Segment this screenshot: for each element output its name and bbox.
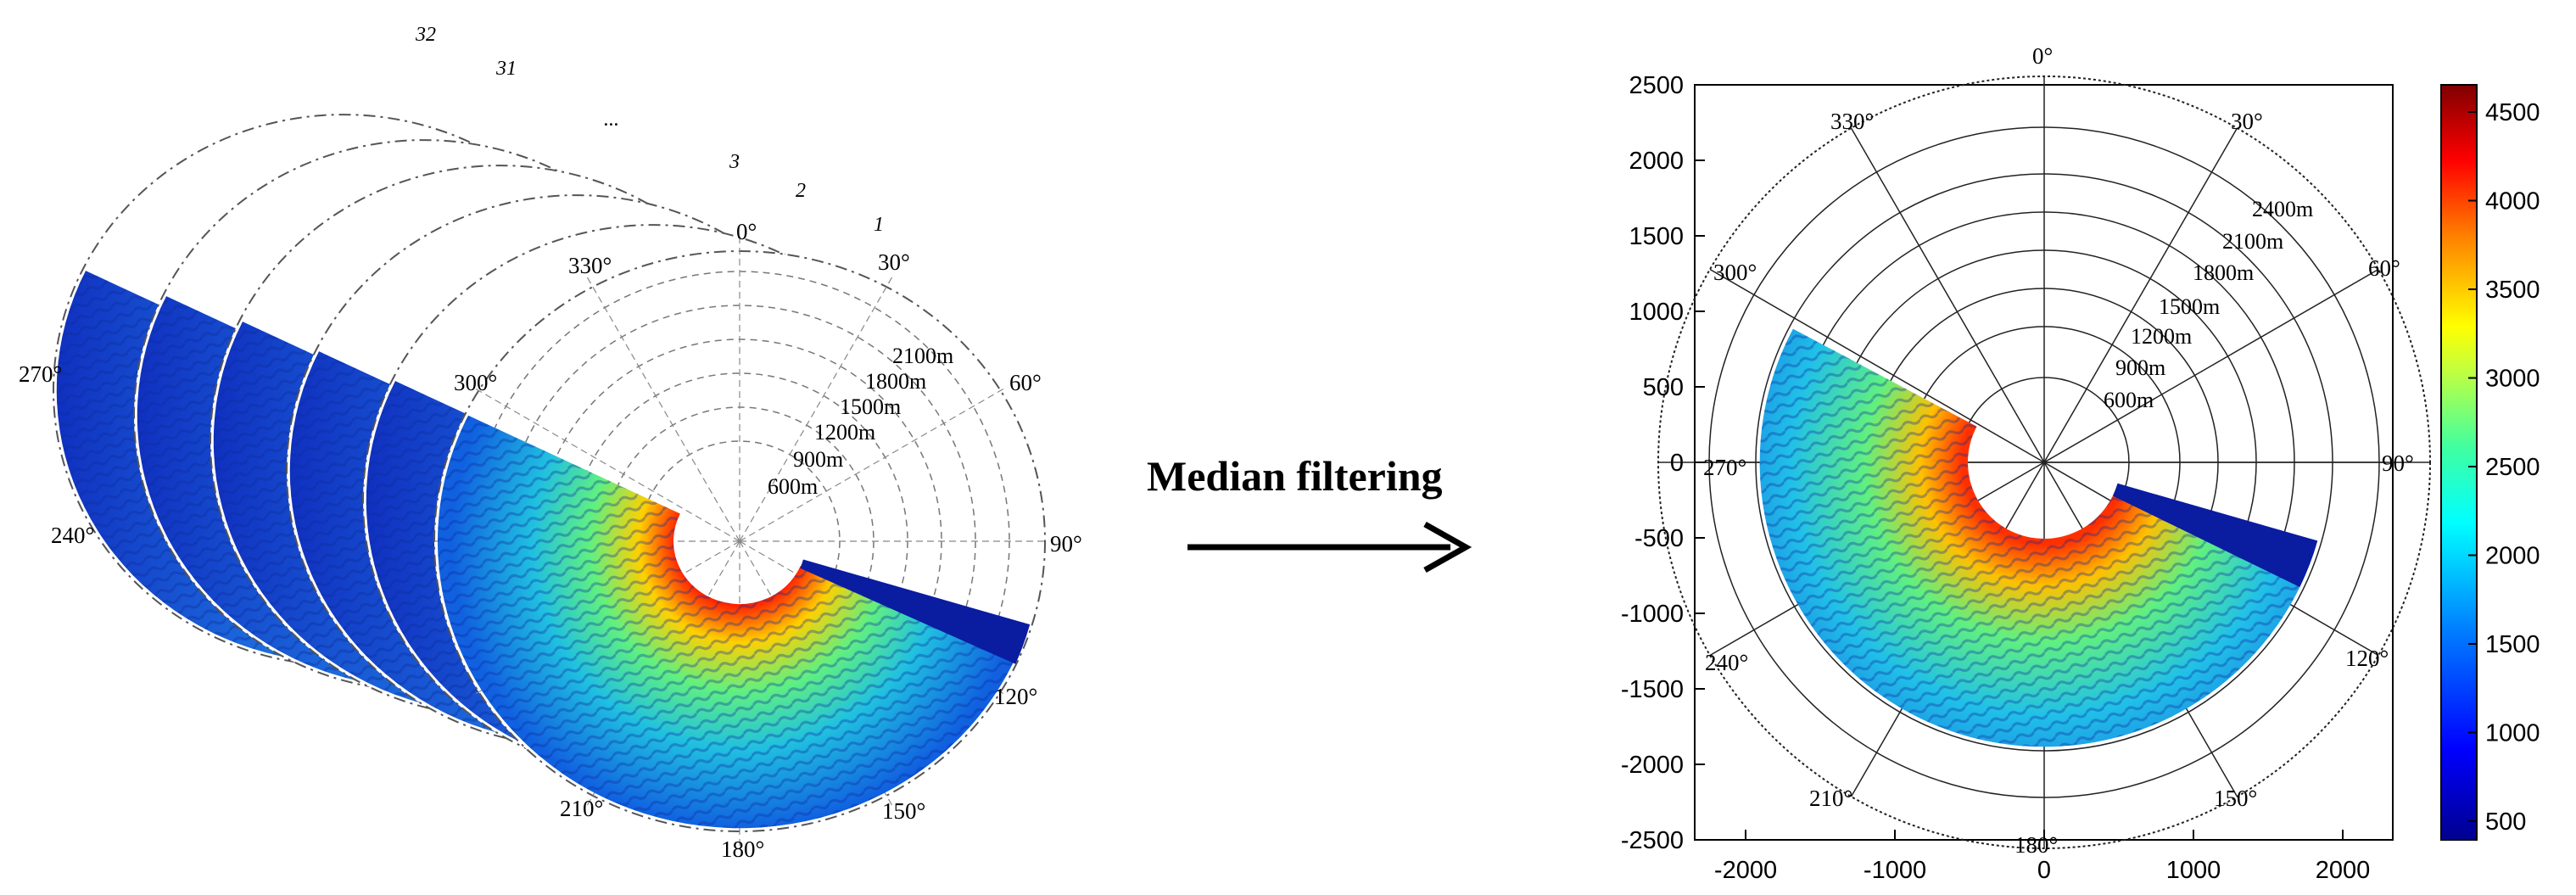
- angle-spoke: [739, 388, 1005, 542]
- y-tick-label: -2500: [1621, 827, 1684, 854]
- left-angle-240: 240°: [51, 523, 94, 548]
- polar-layer-6: [433, 236, 1046, 847]
- right-angle-150: 150°: [2214, 786, 2257, 811]
- colorbar-tick-label: 2500: [2485, 454, 2540, 481]
- left-angle-60: 60°: [1009, 370, 1042, 395]
- right-range-2400m: 2400m: [2252, 197, 2313, 221]
- y-tick-label: 0: [1670, 450, 1684, 477]
- angle-spoke: [1850, 127, 2045, 463]
- stack-label-ellipsis: ...: [604, 109, 619, 131]
- left-range-1200m: 1200m: [814, 420, 875, 445]
- colorbar-tick-label: 4500: [2485, 99, 2540, 126]
- y-tick-label: -500: [1634, 525, 1684, 552]
- colorbar-tick-label: 4000: [2485, 188, 2540, 215]
- colorbar-tick-label: 2000: [2485, 543, 2540, 570]
- left-angle-180: 180°: [721, 836, 764, 862]
- x-tick-label: -2000: [1714, 857, 1777, 884]
- left-angle-150: 150°: [882, 798, 925, 824]
- filtered-shadow-strip: [2112, 483, 2318, 587]
- left-angle-30: 30°: [878, 249, 910, 275]
- right-angle-330: 330°: [1830, 109, 1874, 134]
- right-range-1200m: 1200m: [2131, 324, 2192, 349]
- left-range-600m: 600m: [768, 474, 818, 499]
- right-angle-30: 30°: [2231, 109, 2263, 134]
- colorbar: [2440, 84, 2478, 841]
- left-angle-330: 330°: [568, 253, 612, 278]
- colorbar-tick-label: 1000: [2485, 720, 2540, 747]
- right-angle-labels: 0° 30° 60° 90° 120° 150° 180° 210° 240° …: [1703, 43, 2414, 858]
- left-angle-90: 90°: [1050, 531, 1082, 557]
- colorbar-tick-label: 1500: [2485, 631, 2540, 658]
- right-angle-0: 0°: [2032, 43, 2053, 69]
- stack-label-31: 31: [495, 58, 517, 80]
- angle-spoke: [739, 276, 893, 542]
- right-angle-120: 120°: [2345, 646, 2389, 671]
- right-range-600m: 600m: [2104, 388, 2154, 412]
- right-angle-300: 300°: [1713, 260, 1757, 285]
- left-angle-labels: 0° 30° 60° 90° 120° 150° 180° 210° 240° …: [19, 219, 1082, 862]
- arrow-label: Median filtering: [1147, 452, 1443, 500]
- median-filter-arrow: Median filtering: [1147, 452, 1472, 573]
- right-range-2100m: 2100m: [2222, 229, 2283, 254]
- right-angle-210: 210°: [1809, 786, 1852, 811]
- left-angle-300: 300°: [454, 370, 497, 395]
- y-tick-label: 2500: [1629, 72, 1684, 99]
- colorbar-tick-label: 3500: [2485, 277, 2540, 304]
- x-tick-label: 1000: [2166, 857, 2221, 884]
- right-angle-90: 90°: [2382, 450, 2414, 476]
- left-range-2100m: 2100m: [892, 344, 953, 368]
- y-tick-label: 1500: [1629, 223, 1684, 250]
- angle-spoke: [586, 276, 740, 542]
- x-tick-label: -1000: [1864, 857, 1926, 884]
- y-tick-label: 500: [1643, 374, 1684, 401]
- stack-label-3: 3: [729, 151, 740, 173]
- left-angle-0: 0°: [736, 219, 757, 244]
- angle-spoke: [1709, 268, 2045, 463]
- angle-spoke: [474, 388, 740, 542]
- colorbar-tick-label: 3000: [2485, 366, 2540, 393]
- left-angle-210: 210°: [560, 796, 603, 821]
- filtered-wave-texture: [1759, 328, 2316, 747]
- x-tick-label: 2000: [2316, 857, 2371, 884]
- left-range-1800m: 1800m: [865, 369, 926, 394]
- right-range-900m: 900m: [2115, 355, 2165, 380]
- colorbar-ticks: 4500 4000 3500 3000 2500 2000 1500 1000 500: [2468, 99, 2540, 836]
- right-angle-60: 60°: [2368, 255, 2400, 281]
- y-tick-label: -2000: [1621, 752, 1684, 779]
- y-tick-label: 2000: [1629, 148, 1684, 175]
- left-range-labels: 600m 900m 1200m 1500m 1800m 2100m: [768, 344, 953, 499]
- wave-texture: [438, 415, 1018, 829]
- right-range-1800m: 1800m: [2193, 260, 2254, 285]
- left-angle-270: 270°: [19, 361, 62, 387]
- y-tick-label: -1500: [1621, 676, 1684, 703]
- left-range-900m: 900m: [793, 447, 843, 472]
- left-angle-120: 120°: [994, 684, 1037, 709]
- arrow-head-icon: [1423, 521, 1472, 573]
- stack-label-1: 1: [874, 214, 884, 236]
- colorbar-tick-label: 500: [2485, 808, 2526, 836]
- stack-label-2: 2: [796, 180, 806, 202]
- filtered-polar-plot: [1657, 76, 2431, 849]
- right-angle-240: 240°: [1705, 650, 1748, 675]
- polar-image-stack: [53, 114, 1046, 847]
- stack-label-32: 32: [415, 24, 436, 46]
- y-axis-ticks: 2500 2000 1500 1000 500 0 -500 -1000 -1500 -2000 -…: [1621, 72, 1705, 854]
- colorbar-gradient: [2440, 84, 2478, 841]
- left-range-1500m: 1500m: [840, 394, 901, 419]
- right-angle-270: 270°: [1703, 455, 1746, 480]
- right-angle-180: 180°: [2014, 832, 2058, 858]
- y-tick-label: 1000: [1629, 299, 1684, 326]
- y-tick-label: -1000: [1621, 601, 1684, 628]
- angle-spoke: [2043, 268, 2379, 463]
- x-axis-ticks: -2000 -1000 0 1000 2000: [1714, 830, 2370, 884]
- right-range-labels: 600m 900m 1200m 1500m 1800m 2100m 2400m: [2104, 197, 2313, 412]
- stack-labels: 32 31 ... 3 2 1: [415, 24, 884, 236]
- x-tick-label: 0: [2037, 857, 2051, 884]
- angle-spoke: [2043, 127, 2238, 463]
- shadow-strip: [800, 559, 1031, 664]
- right-range-1500m: 1500m: [2159, 294, 2220, 319]
